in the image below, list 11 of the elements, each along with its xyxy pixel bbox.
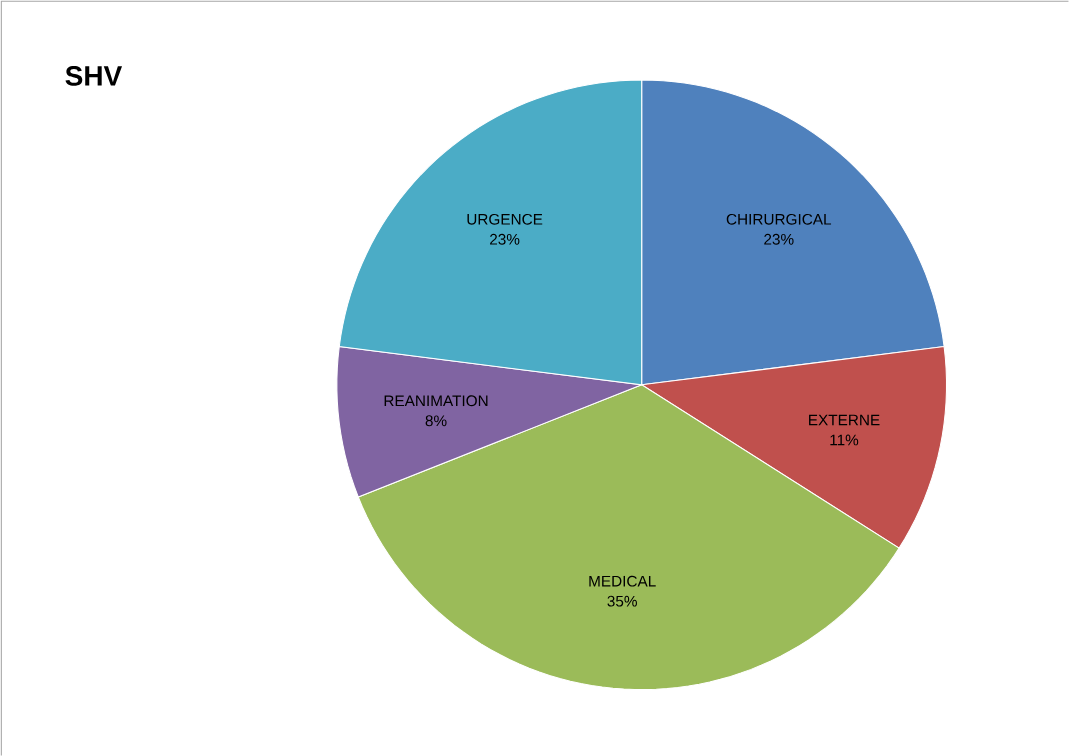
slice-label: EXTERNE — [809, 414, 880, 426]
slice-label: REANIMATION — [384, 395, 488, 407]
slice-label: URGENCE — [467, 213, 543, 225]
data-label: 11% — [830, 434, 859, 446]
data-label: 23% — [490, 233, 520, 245]
data-label: 8% — [425, 415, 447, 427]
text: SHV — [65, 65, 123, 86]
data-label: 23% — [764, 233, 794, 245]
slice-label: CHIRURGICAL — [726, 213, 832, 225]
slice-label: MEDICAL — [589, 575, 656, 587]
data-label: 35% — [607, 595, 637, 607]
